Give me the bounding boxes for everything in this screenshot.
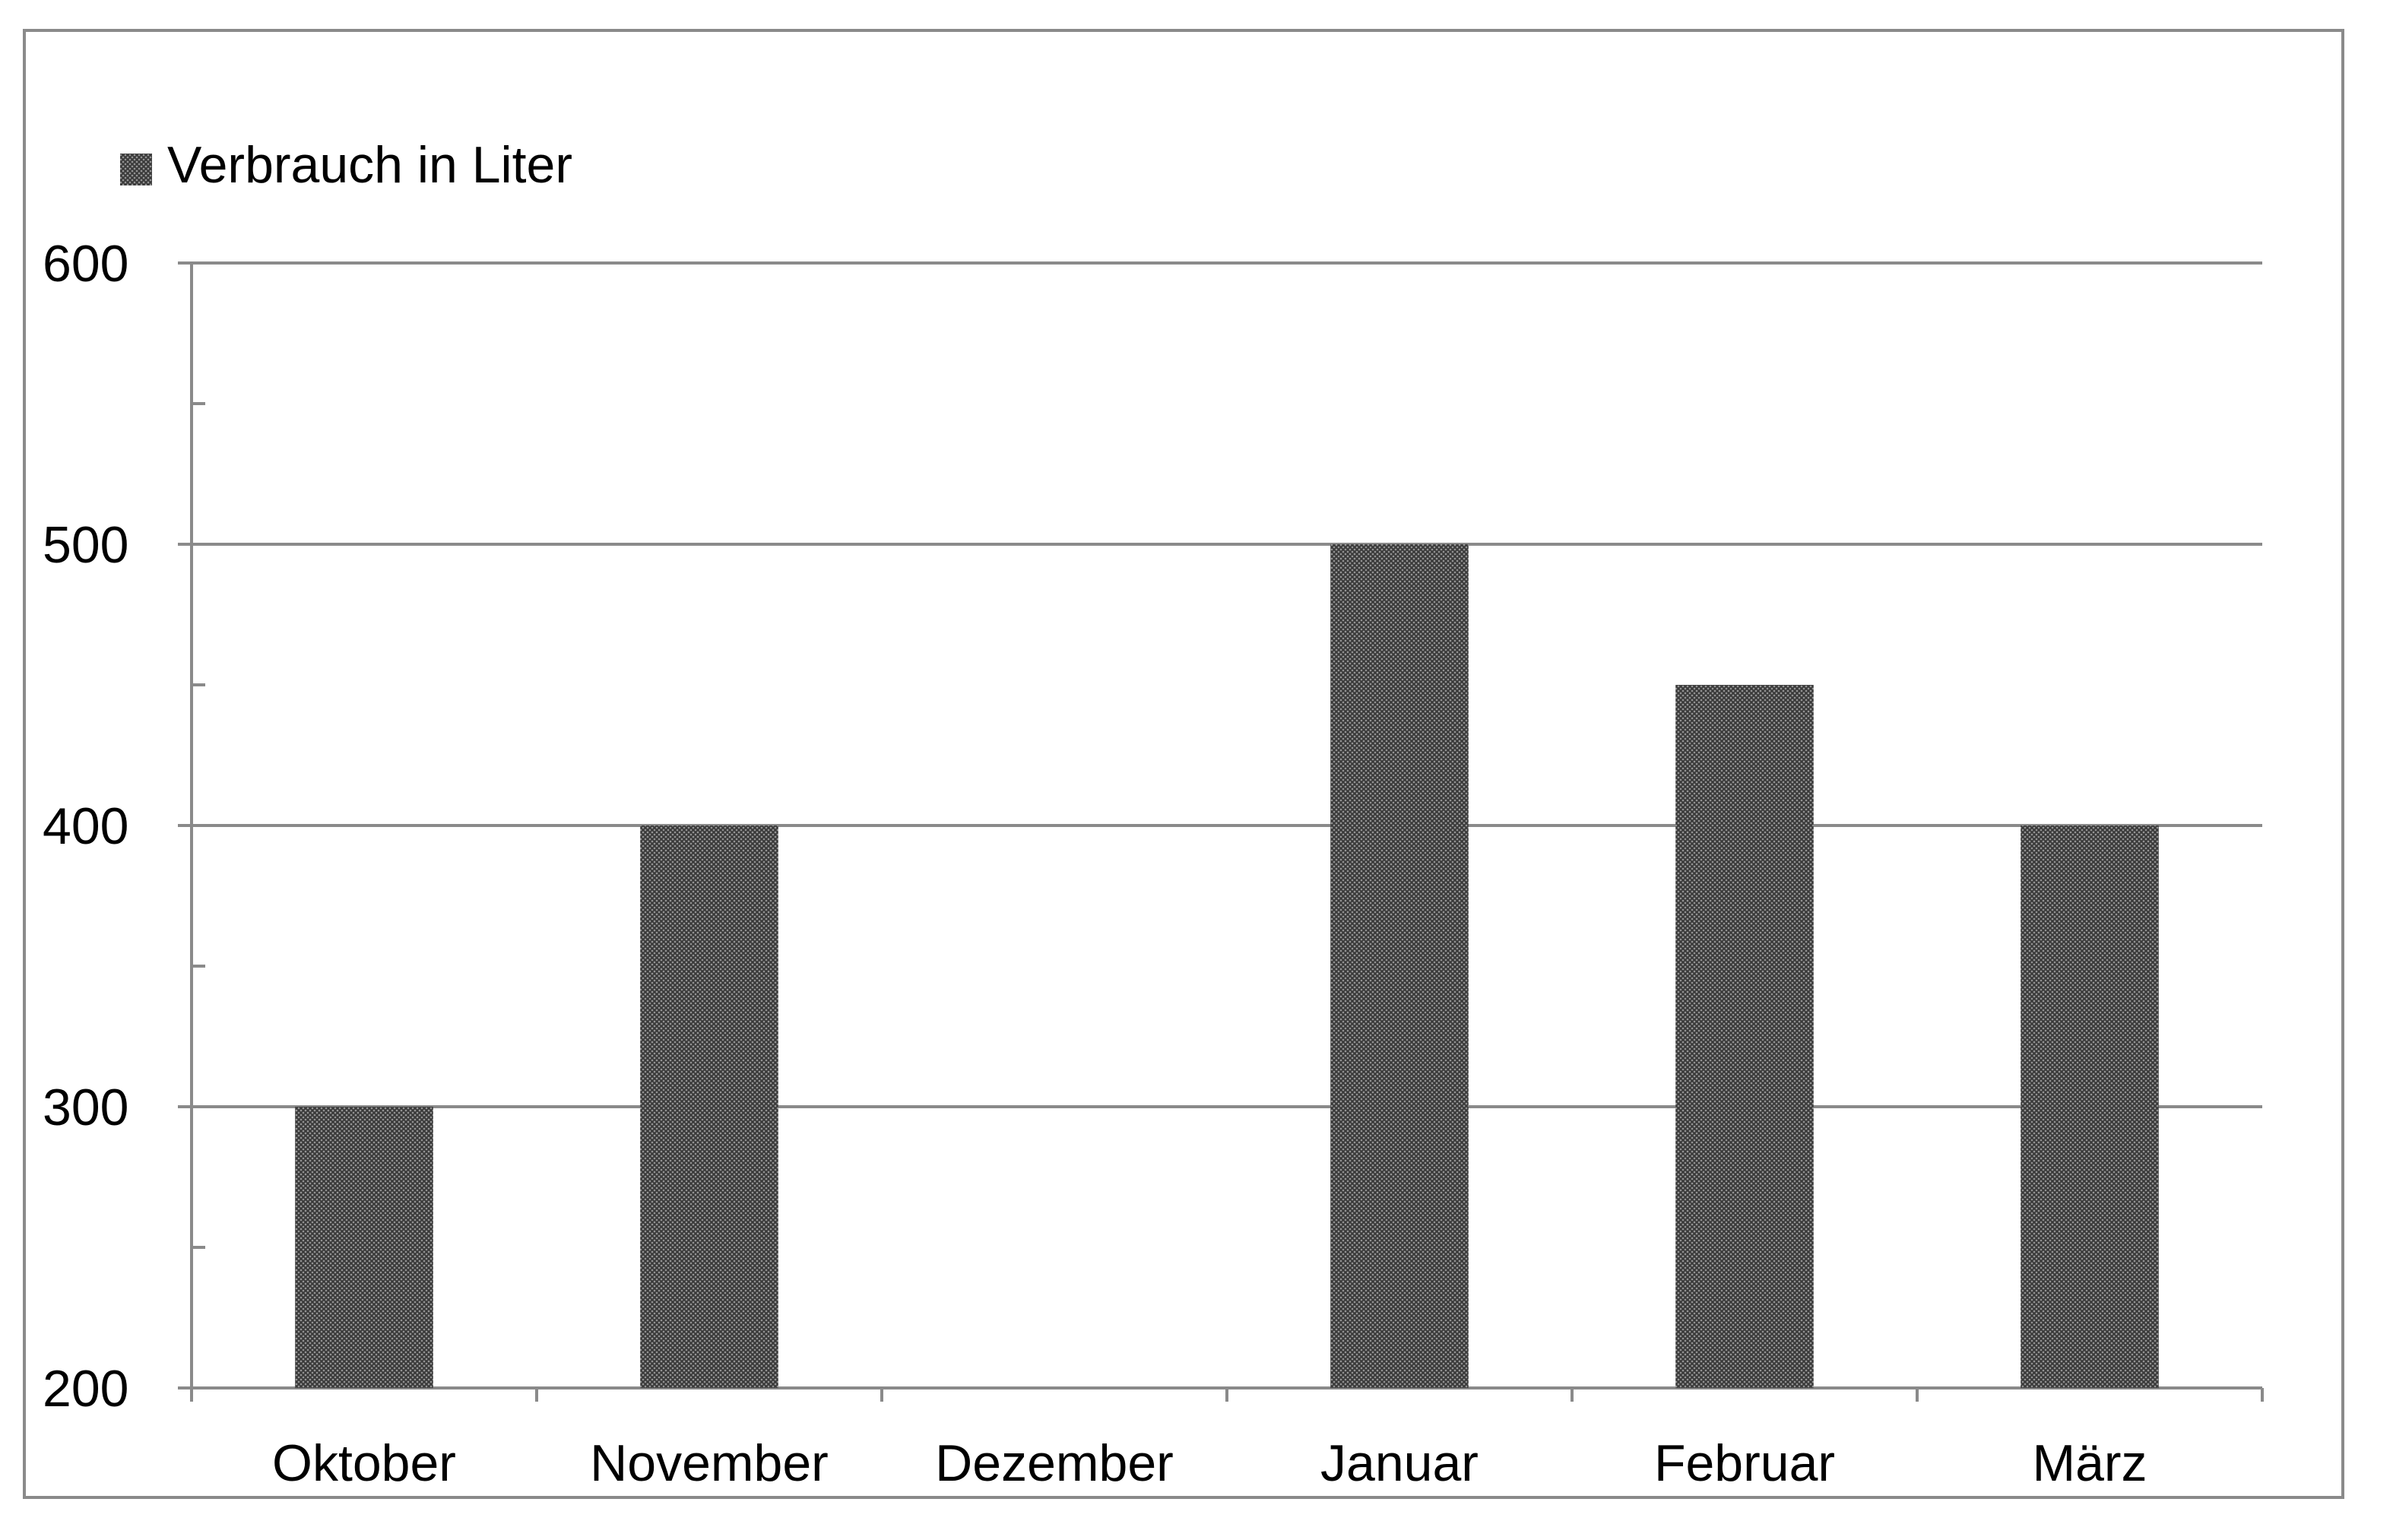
bars bbox=[295, 544, 2159, 1388]
x-tick-label: März bbox=[2032, 1434, 2147, 1492]
bar-januar bbox=[1330, 544, 1469, 1388]
y-tick-label: 400 bbox=[43, 797, 128, 855]
x-tick-label: Oktober bbox=[272, 1434, 456, 1492]
legend-swatch bbox=[120, 154, 152, 185]
y-tick-labels: 200 300 400 500 600 bbox=[43, 235, 128, 1418]
x-tick-label: November bbox=[590, 1434, 829, 1492]
x-tick-label: Januar bbox=[1320, 1434, 1479, 1492]
legend-label: Verbrauch in Liter bbox=[167, 136, 572, 194]
x-tick-label: Februar bbox=[1654, 1434, 1835, 1492]
y-tick-label: 200 bbox=[43, 1360, 128, 1418]
y-tick-label: 600 bbox=[43, 235, 128, 293]
x-tick-labels: Oktober November Dezember Januar Februar März bbox=[272, 1434, 2147, 1492]
bar-november bbox=[640, 825, 778, 1388]
bar-februar bbox=[1675, 685, 1814, 1388]
x-axis bbox=[178, 1386, 2264, 1402]
y-tick-label: 300 bbox=[43, 1079, 128, 1136]
bar-märz bbox=[2021, 825, 2159, 1388]
y-axis bbox=[190, 263, 205, 1402]
gridlines bbox=[178, 261, 2262, 1108]
y-tick-label: 500 bbox=[43, 516, 128, 574]
legend: Verbrauch in Liter bbox=[120, 136, 572, 194]
bar-oktober bbox=[295, 1107, 433, 1388]
x-tick-label: Dezember bbox=[935, 1434, 1174, 1492]
